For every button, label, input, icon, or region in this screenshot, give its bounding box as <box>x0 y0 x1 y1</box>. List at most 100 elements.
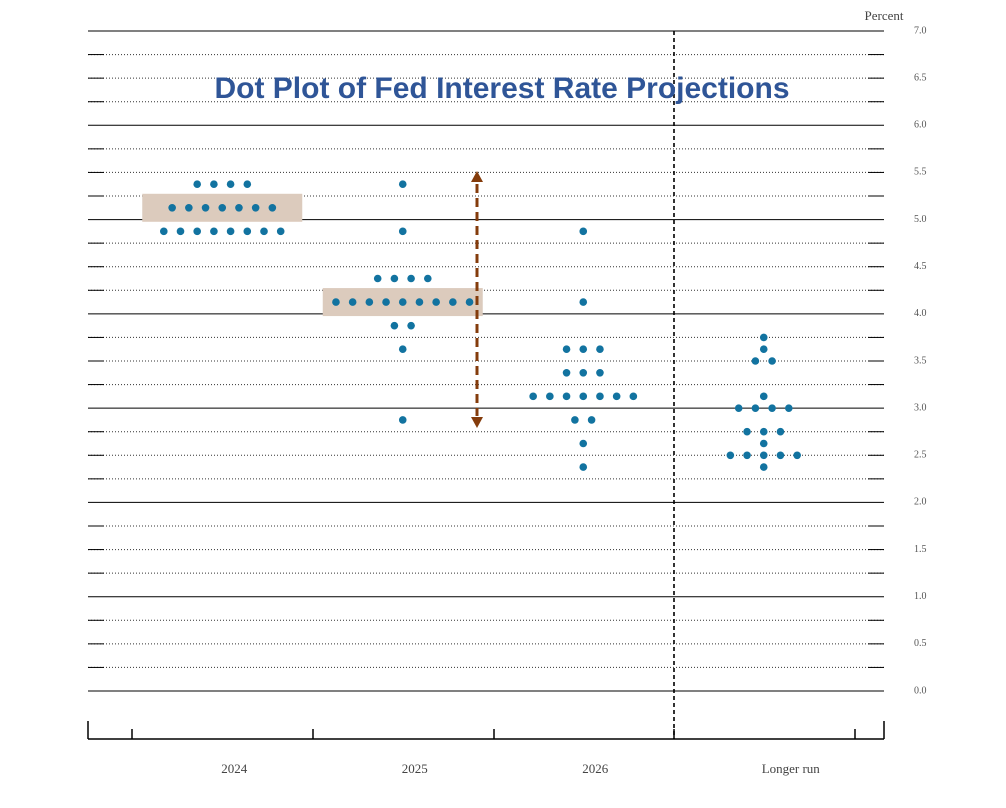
dot <box>465 298 474 306</box>
dot <box>210 180 218 189</box>
dot <box>398 416 407 424</box>
dot <box>373 274 382 283</box>
dot <box>579 345 588 354</box>
grid <box>88 30 884 692</box>
y-tick-label: 1.5 <box>914 544 927 555</box>
dot <box>546 392 554 401</box>
x-tick-label: 2024 <box>221 761 248 776</box>
dot <box>776 427 785 436</box>
dot <box>398 227 407 236</box>
dot <box>276 227 285 236</box>
dot <box>734 404 743 412</box>
y-tick-label: 0.5 <box>914 638 927 649</box>
dot <box>776 451 785 460</box>
dot <box>176 227 185 236</box>
chart-title: Dot Plot of Fed Interest Rate Projection… <box>214 72 789 105</box>
dot <box>751 404 760 412</box>
dot <box>571 416 579 424</box>
y-unit: Percent <box>865 8 904 23</box>
dot <box>382 298 390 306</box>
y-tick-label: 2.5 <box>914 450 927 461</box>
dot <box>201 203 210 212</box>
y-tick-label: 1.0 <box>914 591 927 602</box>
dot <box>759 333 768 342</box>
dot <box>759 345 768 354</box>
y-tick-label: 6.5 <box>914 72 927 83</box>
dot <box>390 321 399 330</box>
dot <box>759 439 768 448</box>
dot <box>243 227 252 236</box>
dot <box>185 203 193 212</box>
x-axis <box>87 721 885 740</box>
median-bands <box>142 193 483 317</box>
dot <box>596 368 604 377</box>
dot <box>365 298 374 306</box>
dot <box>759 392 768 401</box>
x-tick-label: 2026 <box>582 761 609 776</box>
dot <box>579 227 588 236</box>
dot <box>579 298 588 306</box>
dot <box>398 180 407 189</box>
range-arrow <box>471 171 483 428</box>
y-tick-label: 7.0 <box>914 25 927 36</box>
dot <box>268 203 277 212</box>
dot <box>390 274 399 283</box>
dot <box>218 203 227 212</box>
dot <box>260 227 268 236</box>
dot <box>768 404 776 412</box>
dot <box>529 392 537 401</box>
dot <box>226 227 235 236</box>
dot <box>348 298 357 306</box>
y-tick-label: 3.0 <box>914 402 927 413</box>
dot <box>332 298 340 306</box>
dot <box>743 451 751 460</box>
dot <box>398 298 407 306</box>
dot <box>243 180 252 189</box>
dot <box>785 404 793 412</box>
y-tick-label: 4.5 <box>914 261 927 272</box>
dot <box>587 416 596 424</box>
dot <box>193 227 201 236</box>
dots <box>160 180 801 471</box>
dot <box>193 180 201 189</box>
dot <box>398 345 407 354</box>
dot <box>751 357 760 365</box>
dot <box>579 392 588 401</box>
x-tick-label: 2025 <box>402 761 428 776</box>
dot <box>793 451 801 460</box>
dot <box>449 298 457 306</box>
dot <box>562 368 571 377</box>
dot <box>424 274 432 283</box>
dot <box>226 180 235 189</box>
dot <box>210 227 218 236</box>
dot <box>759 463 768 471</box>
dot <box>579 368 588 377</box>
dot <box>407 321 415 330</box>
y-tick-label: 4.0 <box>914 308 927 319</box>
dot <box>759 427 768 436</box>
y-tick-label: 6.0 <box>914 120 927 131</box>
dot <box>726 451 735 460</box>
dot <box>407 274 415 283</box>
dot <box>759 451 768 460</box>
y-tick-label: 0.0 <box>914 685 927 696</box>
dot <box>160 227 168 236</box>
dot <box>432 298 440 306</box>
dot <box>629 392 638 401</box>
y-tick-label: 3.5 <box>914 355 927 366</box>
dot <box>251 203 260 212</box>
dot <box>579 439 588 448</box>
dot <box>235 203 243 212</box>
dot <box>579 463 588 471</box>
dot <box>562 345 571 354</box>
dot <box>596 345 604 354</box>
dot <box>768 357 776 365</box>
y-tick-label: 2.0 <box>914 497 927 508</box>
dot <box>562 392 571 401</box>
dot <box>596 392 604 401</box>
dot <box>415 298 424 306</box>
x-tick-label: Longer run <box>762 761 821 776</box>
y-tick-label: 5.5 <box>914 167 927 178</box>
y-tick-label: 5.0 <box>914 214 927 225</box>
